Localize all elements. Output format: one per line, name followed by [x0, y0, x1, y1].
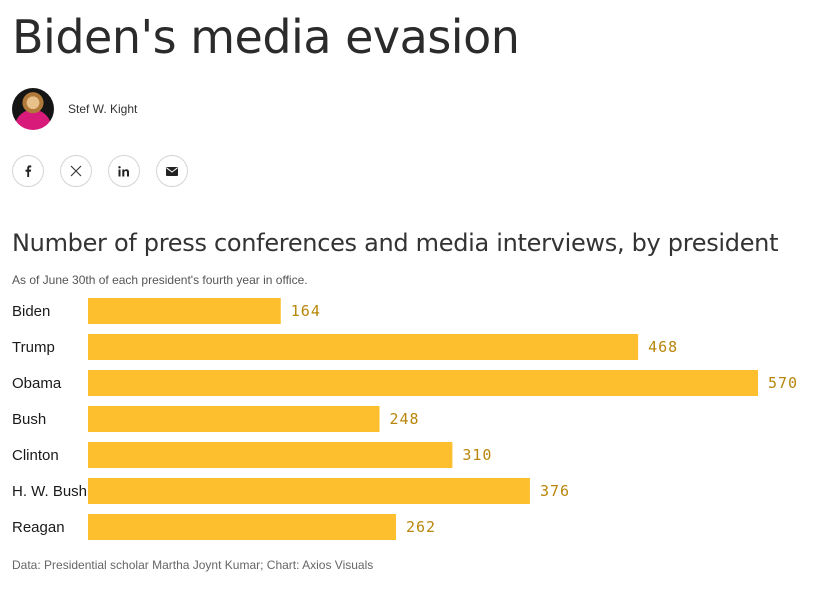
category-label: Bush — [12, 411, 46, 428]
byline: Stef W. Kight — [12, 88, 137, 130]
value-label: 164 — [291, 302, 321, 320]
author-avatar[interactable] — [12, 88, 54, 130]
value-label: 248 — [390, 410, 420, 428]
value-label: 262 — [406, 518, 436, 536]
email-share-button[interactable] — [156, 155, 188, 187]
author-name[interactable]: Stef W. Kight — [68, 102, 138, 116]
x-icon — [70, 165, 82, 177]
x-share-button[interactable] — [60, 155, 92, 187]
headline: Biden's media evasion — [12, 10, 520, 64]
category-label: Obama — [12, 375, 62, 392]
category-label: Reagan — [12, 519, 65, 536]
chart-source: Data: Presidential scholar Martha Joynt … — [12, 558, 374, 572]
facebook-share-button[interactable] — [12, 155, 44, 187]
category-label: Biden — [12, 303, 50, 320]
value-label: 468 — [648, 338, 678, 356]
linkedin-share-button[interactable] — [108, 155, 140, 187]
share-bar — [12, 155, 188, 187]
bar[interactable] — [88, 514, 396, 540]
linkedin-icon — [118, 165, 129, 176]
email-icon — [166, 166, 178, 176]
value-label: 310 — [462, 446, 492, 464]
chart-title: Number of press conferences and media in… — [12, 229, 779, 257]
value-label: 570 — [768, 374, 798, 392]
category-label: H. W. Bush — [12, 483, 87, 500]
category-label: Trump — [12, 339, 55, 356]
facebook-icon — [25, 165, 32, 177]
bar[interactable] — [88, 334, 639, 360]
bar-chart: Biden 164 Trump 468 Obama 570 Bush 248 Clinton 31… — [12, 298, 798, 540]
bar[interactable] — [88, 406, 380, 432]
category-label: Clinton — [12, 447, 59, 464]
value-label: 376 — [540, 482, 570, 500]
bar[interactable] — [88, 442, 453, 468]
chart-subtitle: As of June 30th of each president's four… — [12, 273, 308, 287]
bar[interactable] — [88, 370, 758, 396]
bar[interactable] — [88, 478, 530, 504]
bar[interactable] — [88, 298, 281, 324]
